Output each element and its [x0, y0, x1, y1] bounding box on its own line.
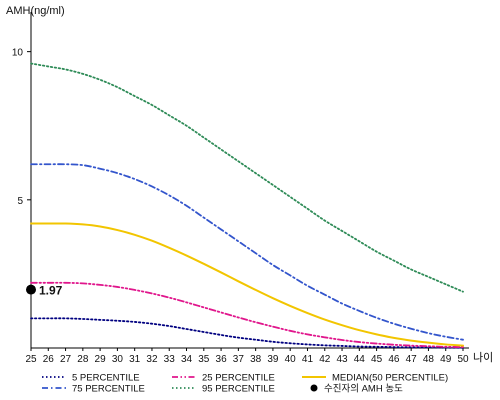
x-tick-label: 36: [216, 354, 228, 365]
x-tick-label: 42: [319, 354, 331, 365]
x-tick-label: 25: [25, 354, 37, 365]
x-tick-label: 33: [164, 354, 176, 365]
x-tick-label: 41: [302, 354, 314, 365]
legend-label-5-percentile: 5 PERCENTILE: [72, 373, 140, 384]
x-tick-label: 32: [146, 354, 158, 365]
x-tick-label: 35: [198, 354, 210, 365]
x-tick-label: 49: [440, 354, 452, 365]
y-tick-label: 5: [17, 196, 23, 207]
legend-label-25-percentile: 25 PERCENTILE: [202, 373, 275, 384]
series-line-median-50-percentile: [30, 222, 464, 347]
x-tick-label: 30: [112, 354, 124, 365]
x-tick-label: 48: [423, 354, 435, 365]
series-line-75-percentile: [30, 163, 464, 341]
chart-legend: 5 PERCENTILE 25 PERCENTILE MEDIAN(50 PERCE…: [42, 373, 448, 395]
x-tick-label: 44: [354, 354, 366, 365]
x-tick-label: 47: [406, 354, 418, 365]
x-tick-label: 31: [129, 354, 141, 365]
x-tick-label: 38: [250, 354, 262, 365]
series-line-25-percentile: [30, 281, 464, 349]
x-tick-label: 45: [371, 354, 383, 365]
legend-label-75-percentile: 75 PERCENTILE: [72, 384, 145, 395]
marker-layer: 1.97: [26, 284, 63, 298]
x-tick-label: 26: [43, 354, 55, 365]
x-tick-label: 46: [388, 354, 400, 365]
y-tick-label: 10: [12, 48, 24, 59]
series-line-5-percentile: [30, 317, 464, 349]
x-axis-title: 나이: [473, 351, 493, 364]
series-layer: [30, 62, 464, 349]
x-tick-label: 34: [181, 354, 193, 365]
x-tick-label: 28: [77, 354, 89, 365]
x-tick-label: 50: [457, 354, 469, 365]
x-tick-label: 37: [233, 354, 245, 365]
legend-label-patient-amh: 수진자의 AMH 농도: [324, 384, 403, 395]
x-tick-label: 27: [60, 354, 72, 365]
legend-label-95-percentile: 95 PERCENTILE: [202, 384, 275, 395]
chart-axes: AMH(ng/ml) 나이 5 10 25 26 27 28 29 30 31 32 33 34 35 36 3…: [6, 5, 493, 365]
y-axis-title: AMH(ng/ml): [6, 5, 65, 17]
x-tick-label: 39: [267, 354, 279, 365]
x-tick-label: 40: [285, 354, 297, 365]
series-line-95-percentile: [30, 62, 464, 293]
legend-swatch-patient-amh: [310, 384, 318, 392]
patient-amh-value-label: 1.97: [39, 284, 63, 298]
x-tick-label: 43: [336, 354, 348, 365]
x-tick-label: 29: [95, 354, 107, 365]
patient-amh-point: [26, 284, 36, 295]
legend-label-median-50-percentile: MEDIAN(50 PERCENTILE): [332, 373, 448, 384]
